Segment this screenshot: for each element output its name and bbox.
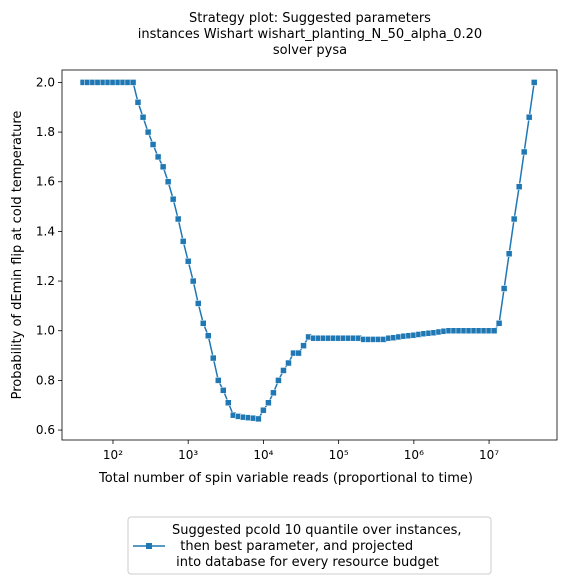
x-tick-label: 10² bbox=[103, 448, 123, 462]
marker bbox=[270, 389, 277, 397]
marker bbox=[510, 215, 518, 223]
marker bbox=[159, 163, 167, 171]
marker bbox=[144, 128, 152, 136]
marker bbox=[490, 327, 498, 334]
marker bbox=[134, 99, 142, 106]
marker bbox=[495, 320, 503, 327]
marker bbox=[505, 250, 513, 258]
legend-box bbox=[127, 516, 492, 575]
marker bbox=[530, 79, 538, 86]
marker bbox=[129, 79, 137, 86]
x-tick-label: 10⁵ bbox=[329, 448, 349, 462]
marker bbox=[520, 148, 528, 156]
marker bbox=[184, 257, 192, 265]
marker bbox=[285, 359, 292, 367]
marker bbox=[174, 215, 182, 223]
marker bbox=[199, 320, 207, 327]
marker bbox=[220, 387, 227, 394]
marker bbox=[295, 349, 302, 357]
legend-marker bbox=[146, 543, 152, 549]
marker bbox=[164, 178, 172, 185]
marker bbox=[275, 377, 282, 384]
marker bbox=[265, 399, 272, 407]
marker bbox=[500, 285, 508, 292]
marker bbox=[154, 153, 162, 161]
y-tick-label: 0.6 bbox=[36, 423, 55, 437]
plot-frame bbox=[61, 69, 558, 441]
y-tick-label: 1.2 bbox=[36, 274, 55, 288]
marker bbox=[189, 277, 197, 285]
marker bbox=[205, 332, 212, 339]
marker bbox=[515, 183, 523, 190]
y-tick-label: 1.4 bbox=[36, 224, 55, 238]
x-tick-label: 10⁶ bbox=[404, 448, 424, 462]
legend-label: Suggested pcold 10 quantile over instanc… bbox=[172, 523, 462, 570]
x-tick-label: 10⁷ bbox=[479, 448, 499, 462]
x-tick-label: 10⁴ bbox=[253, 448, 273, 462]
y-tick-label: 1.8 bbox=[36, 125, 55, 139]
marker bbox=[210, 354, 217, 362]
marker bbox=[300, 342, 307, 349]
marker bbox=[194, 300, 202, 307]
marker bbox=[225, 399, 232, 407]
y-axis-label: Probability of dEmin flip at cold temper… bbox=[10, 111, 25, 400]
marker bbox=[149, 141, 157, 148]
marker bbox=[169, 195, 177, 203]
y-tick-label: 1.6 bbox=[36, 175, 55, 189]
marker bbox=[260, 406, 267, 414]
marker bbox=[280, 367, 287, 374]
x-axis-label: Total number of spin variable reads (pro… bbox=[98, 471, 473, 486]
marker bbox=[255, 415, 262, 423]
y-tick-label: 1.0 bbox=[36, 324, 55, 338]
y-tick-label: 2.0 bbox=[36, 75, 55, 89]
y-tick-label: 0.8 bbox=[36, 373, 55, 387]
marker bbox=[139, 113, 147, 121]
marker bbox=[215, 377, 222, 384]
chart-title: Strategy plot: Suggested parameters insta… bbox=[138, 11, 482, 58]
marker bbox=[179, 238, 187, 245]
marker bbox=[525, 113, 533, 121]
x-tick-label: 10³ bbox=[178, 448, 198, 462]
